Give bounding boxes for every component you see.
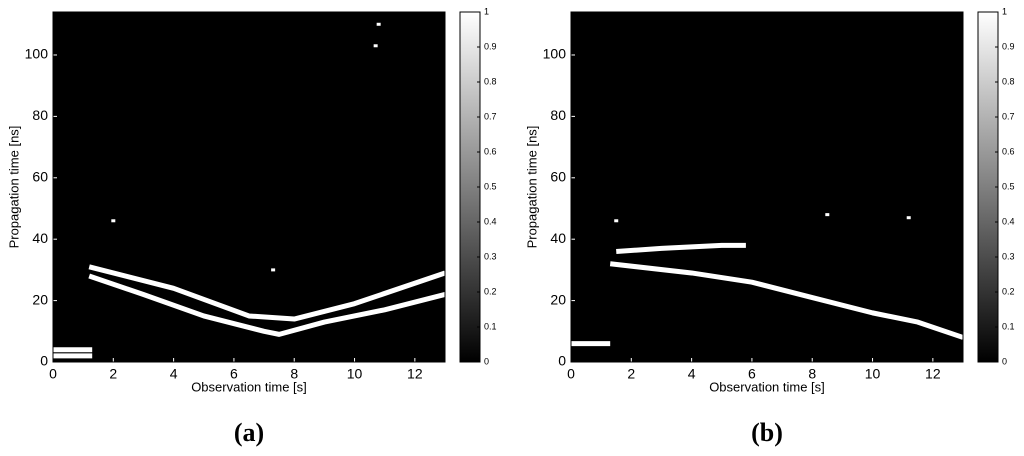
x-axis-label: Observation time [s] <box>709 379 825 394</box>
y-tick-label: 40 <box>32 230 48 246</box>
plot-area <box>571 12 963 362</box>
y-tick-label: 0 <box>558 353 566 369</box>
colorbar-tick-label: 0.5 <box>484 181 497 191</box>
colorbar-tick-label: 0.2 <box>484 286 497 296</box>
x-tick-label: 12 <box>925 366 941 382</box>
x-tick-label: 10 <box>865 366 881 382</box>
colorbar-tick-label: 0.9 <box>484 41 497 51</box>
y-tick-label: 20 <box>32 291 48 307</box>
colorbar-tick-label: 0.8 <box>1002 76 1015 86</box>
trace <box>88 264 446 322</box>
x-tick-label: 0 <box>49 366 57 382</box>
y-tick-label: 20 <box>550 291 566 307</box>
colorbar-tick-label: 1 <box>484 6 489 16</box>
colorbar-tick-label: 0.3 <box>1002 251 1015 261</box>
colorbar-tick-label: 0.7 <box>1002 111 1015 121</box>
y-tick-label: 80 <box>32 107 48 123</box>
colorbar-tick-label: 0 <box>1002 356 1007 366</box>
y-tick-label: 60 <box>32 168 48 184</box>
plot-area <box>53 12 445 362</box>
plot-frame <box>570 11 964 363</box>
trace <box>616 242 746 254</box>
y-tick-label: 0 <box>40 353 48 369</box>
point <box>373 44 378 48</box>
colorbar-tick-label: 0.8 <box>484 76 497 86</box>
colorbar-tick-label: 0.9 <box>1002 41 1015 51</box>
x-tick-label: 2 <box>109 366 117 382</box>
trace <box>609 261 964 340</box>
y-tick-label: 100 <box>543 46 567 62</box>
trace <box>88 273 446 337</box>
y-axis-label: Propagation time [ns] <box>6 126 21 249</box>
point <box>614 219 619 223</box>
colorbar-tick-label: 0 <box>484 356 489 366</box>
colorbar-tick-label: 1 <box>1002 6 1007 16</box>
point <box>111 219 116 223</box>
point <box>906 216 911 220</box>
panel-label: (b) <box>751 418 783 447</box>
colorbar-tick-label: 0.3 <box>484 251 497 261</box>
x-tick-label: 10 <box>347 366 363 382</box>
colorbar-tick-label: 0.6 <box>1002 146 1015 156</box>
point <box>271 268 276 272</box>
x-tick-label: 12 <box>407 366 423 382</box>
colorbar-tick-label: 0.2 <box>1002 286 1015 296</box>
x-tick-label: 2 <box>627 366 635 382</box>
y-axis-label: Propagation time [ns] <box>524 126 539 249</box>
y-tick-label: 40 <box>550 230 566 246</box>
y-tick-label: 80 <box>550 107 566 123</box>
x-tick-label: 0 <box>567 366 575 382</box>
colorbar-tick-label: 0.1 <box>1002 321 1015 331</box>
x-tick-label: 4 <box>170 366 178 382</box>
y-tick-label: 60 <box>550 168 566 184</box>
colorbar-tick-label: 0.1 <box>484 321 497 331</box>
colorbar-tick-label: 0.5 <box>1002 181 1015 191</box>
colorbar-tick-label: 0.4 <box>1002 216 1015 226</box>
x-axis-label: Observation time [s] <box>191 379 307 394</box>
colorbar-tick-label: 0.7 <box>484 111 497 121</box>
x-tick-label: 4 <box>688 366 696 382</box>
panel-label: (a) <box>234 418 264 447</box>
x-tick-label: 6 <box>748 366 756 382</box>
colorbar-tick-label: 0.6 <box>484 146 497 156</box>
x-tick-label: 8 <box>808 366 816 382</box>
point <box>825 213 830 217</box>
point <box>376 22 381 26</box>
x-tick-label: 6 <box>230 366 238 382</box>
colorbar-tick-label: 0.4 <box>484 216 497 226</box>
x-tick-label: 8 <box>290 366 298 382</box>
plot-frame <box>52 11 446 363</box>
y-tick-label: 100 <box>25 46 49 62</box>
